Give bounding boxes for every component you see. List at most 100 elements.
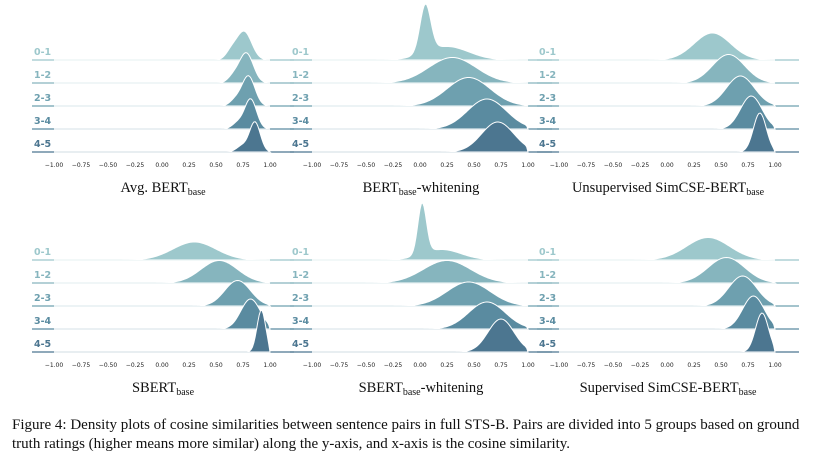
ridge-0-1: 0-1 (32, 241, 294, 261)
title-main: Avg. BERT (120, 180, 188, 196)
density-area (559, 32, 776, 61)
x-tick-label: 0.50 (714, 362, 728, 369)
row-label: 2-3 (34, 93, 51, 104)
ridge-0-1: 0-1 (537, 237, 799, 261)
x-tick-label: 0.00 (413, 162, 427, 169)
ridgeline-plot: 0-1 1-2 2-3 3-4 4-5 −1.00 −0.75 −0.50 −0.25 0.00 0… (32, 241, 294, 369)
row-label: 0-1 (292, 247, 309, 258)
ridgeline-plot: 0-1 1-2 2-3 3-4 4-5 −1.00 −0.75 −0.50 −0.25 0.00 0… (537, 237, 799, 369)
density-area (559, 75, 777, 107)
title-sub: base (187, 187, 206, 198)
ridge-0-1: 0-1 (290, 202, 552, 261)
x-tick-label: −0.75 (577, 362, 596, 369)
panel-title: SBERTbase-whitening (290, 380, 552, 398)
x-tick-label: −0.50 (99, 162, 118, 169)
density-area (559, 312, 776, 353)
x-tick-label: 0.50 (467, 362, 481, 369)
ridge-0-1: 0-1 (32, 30, 294, 61)
density-area (54, 121, 272, 153)
density-area (559, 95, 776, 130)
row-label: 4-5 (34, 339, 51, 350)
density-area (312, 121, 529, 153)
row-label: 3-4 (292, 316, 310, 327)
row-label: 1-2 (539, 270, 556, 281)
x-tick-label: 0.75 (494, 162, 508, 169)
x-tick-label: −1.00 (550, 162, 569, 169)
ridgeline-plot: 0-1 1-2 2-3 3-4 4-5 −1.00 −0.75 −0.50 −0.25 0.00 0… (32, 30, 294, 169)
x-tick-label: −0.75 (577, 162, 596, 169)
title-main: SBERT (358, 380, 403, 396)
row-label: 2-3 (34, 293, 51, 304)
density-area (312, 259, 529, 284)
title-sub: base (398, 187, 417, 198)
density-area (54, 279, 272, 307)
x-tick-label: 0.50 (714, 162, 728, 169)
density-area (312, 301, 529, 330)
panel-sup-simcse: 0-1 1-2 2-3 3-4 4-5 −1.00 −0.75 −0.50 −0.25 0.00 0… (537, 208, 799, 408)
x-tick-label: 1.00 (768, 362, 782, 369)
row-label: 1-2 (34, 270, 51, 281)
ridge-0-1: 0-1 (290, 3, 552, 61)
x-tick-label: 0.25 (687, 362, 701, 369)
density-area (54, 309, 271, 353)
ridge-1-2: 1-2 (537, 256, 799, 284)
x-tick-label: 0.75 (741, 162, 755, 169)
x-tick-label: −0.25 (126, 162, 145, 169)
row-label: 2-3 (539, 293, 556, 304)
x-tick-label: −0.75 (72, 362, 91, 369)
density-area (559, 256, 777, 284)
x-tick-label: −0.50 (604, 162, 623, 169)
title-sub: base (176, 387, 195, 398)
density-area (312, 98, 529, 130)
ridge-1-2: 1-2 (290, 259, 552, 284)
ridge-4-5: 4-5 (32, 121, 294, 153)
x-tick-label: 0.25 (182, 162, 196, 169)
row-label: 1-2 (34, 70, 51, 81)
x-tick-label: 0.25 (687, 162, 701, 169)
title-suffix: -whitening (420, 380, 484, 396)
x-tick-label: −0.25 (384, 162, 403, 169)
x-tick-label: 0.00 (660, 362, 674, 369)
density-area (312, 56, 529, 84)
x-tick-label: 1.00 (521, 362, 535, 369)
x-tick-label: −0.25 (126, 362, 145, 369)
ridge-1-2: 1-2 (32, 260, 294, 284)
row-label: 4-5 (539, 139, 556, 150)
x-tick-label: −1.00 (303, 362, 322, 369)
figure-caption: Figure 4: Density plots of cosine simila… (12, 417, 800, 452)
density-area (312, 202, 528, 261)
ridgeline-plot: 0-1 1-2 2-3 3-4 4-5 −1.00 −0.75 −0.50 −0.25 0.00 0… (290, 202, 552, 369)
title-main: Unsupervised SimCSE-BERT (571, 180, 747, 196)
ridge-1-2: 1-2 (537, 54, 799, 84)
row-label: 2-3 (292, 293, 309, 304)
title-suffix: -whitening (416, 180, 480, 196)
x-tick-label: 0.50 (209, 362, 223, 369)
title-main: SBERT (131, 380, 177, 396)
ridge-0-1: 0-1 (537, 32, 799, 61)
row-label: 1-2 (539, 70, 556, 81)
row-label: 3-4 (539, 116, 557, 127)
x-tick-label: 0.75 (741, 362, 755, 369)
x-tick-label: 1.00 (263, 162, 277, 169)
x-tick-label: 0.50 (209, 162, 223, 169)
panel-title: SBERTbase (32, 380, 294, 398)
x-tick-label: −0.75 (330, 162, 349, 169)
ridge-2-3: 2-3 (290, 76, 552, 107)
x-tick-label: 0.75 (236, 162, 250, 169)
row-label: 3-4 (539, 316, 557, 327)
row-label: 0-1 (539, 247, 556, 258)
title-main: BERT (362, 180, 399, 196)
density-area (312, 318, 529, 353)
x-tick-label: 0.00 (155, 162, 169, 169)
row-label: 4-5 (292, 339, 309, 350)
panel-title: Avg. BERTbase (32, 180, 294, 198)
density-area (54, 260, 271, 284)
row-label: 3-4 (34, 316, 52, 327)
density-area (312, 281, 529, 307)
x-tick-label: 0.75 (236, 362, 250, 369)
ridgeline-plot: 0-1 1-2 2-3 3-4 4-5 −1.00 −0.75 −0.50 −0.25 0.00 0… (290, 3, 552, 169)
row-label: 1-2 (292, 70, 309, 81)
ridgeline-plot: 0-1 1-2 2-3 3-4 4-5 −1.00 −0.75 −0.50 −0.25 0.00 0… (537, 32, 799, 169)
x-tick-label: 0.50 (467, 162, 481, 169)
